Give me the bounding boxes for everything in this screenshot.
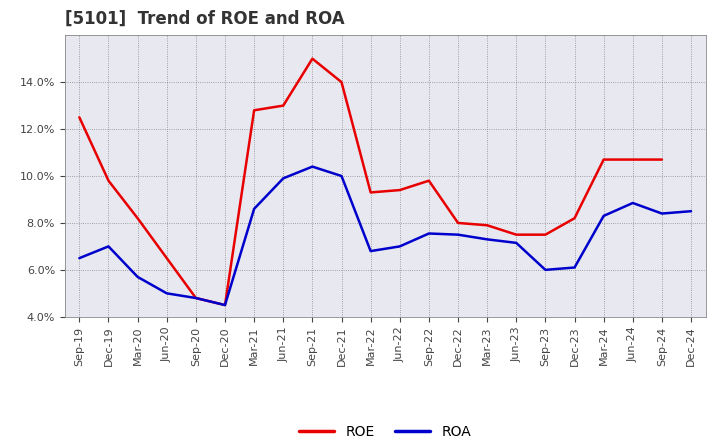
- ROA: [570, 265, 579, 270]
- ROA: [395, 244, 404, 249]
- ROE: [454, 220, 462, 226]
- ROE: [657, 157, 666, 162]
- ROA: [192, 295, 200, 301]
- ROE: [541, 232, 550, 237]
- ROA: [220, 302, 229, 308]
- ROE: [220, 302, 229, 308]
- ROA: [279, 176, 287, 181]
- ROE: [250, 108, 258, 113]
- ROE: [570, 216, 579, 221]
- ROA: [541, 267, 550, 272]
- ROE: [308, 56, 317, 61]
- ROA: [250, 206, 258, 212]
- Text: [5101]  Trend of ROE and ROA: [5101] Trend of ROE and ROA: [65, 10, 344, 28]
- Line: ROE: ROE: [79, 59, 662, 305]
- ROA: [133, 274, 142, 279]
- ROE: [192, 295, 200, 301]
- ROA: [483, 237, 492, 242]
- ROE: [395, 187, 404, 193]
- ROE: [425, 178, 433, 183]
- ROA: [366, 249, 375, 254]
- ROA: [104, 244, 113, 249]
- ROA: [337, 173, 346, 179]
- ROE: [629, 157, 637, 162]
- Legend: ROE, ROA: ROE, ROA: [294, 420, 477, 440]
- Line: ROA: ROA: [79, 167, 691, 305]
- ROE: [104, 178, 113, 183]
- ROA: [454, 232, 462, 237]
- ROA: [163, 291, 171, 296]
- ROA: [512, 240, 521, 246]
- ROA: [308, 164, 317, 169]
- ROE: [337, 80, 346, 85]
- ROE: [75, 115, 84, 120]
- ROA: [629, 200, 637, 205]
- ROA: [75, 256, 84, 261]
- ROE: [512, 232, 521, 237]
- ROE: [133, 216, 142, 221]
- ROA: [687, 209, 696, 214]
- ROE: [279, 103, 287, 108]
- ROE: [599, 157, 608, 162]
- ROE: [366, 190, 375, 195]
- ROE: [163, 256, 171, 261]
- ROA: [657, 211, 666, 216]
- ROE: [483, 223, 492, 228]
- ROA: [599, 213, 608, 219]
- ROA: [425, 231, 433, 236]
